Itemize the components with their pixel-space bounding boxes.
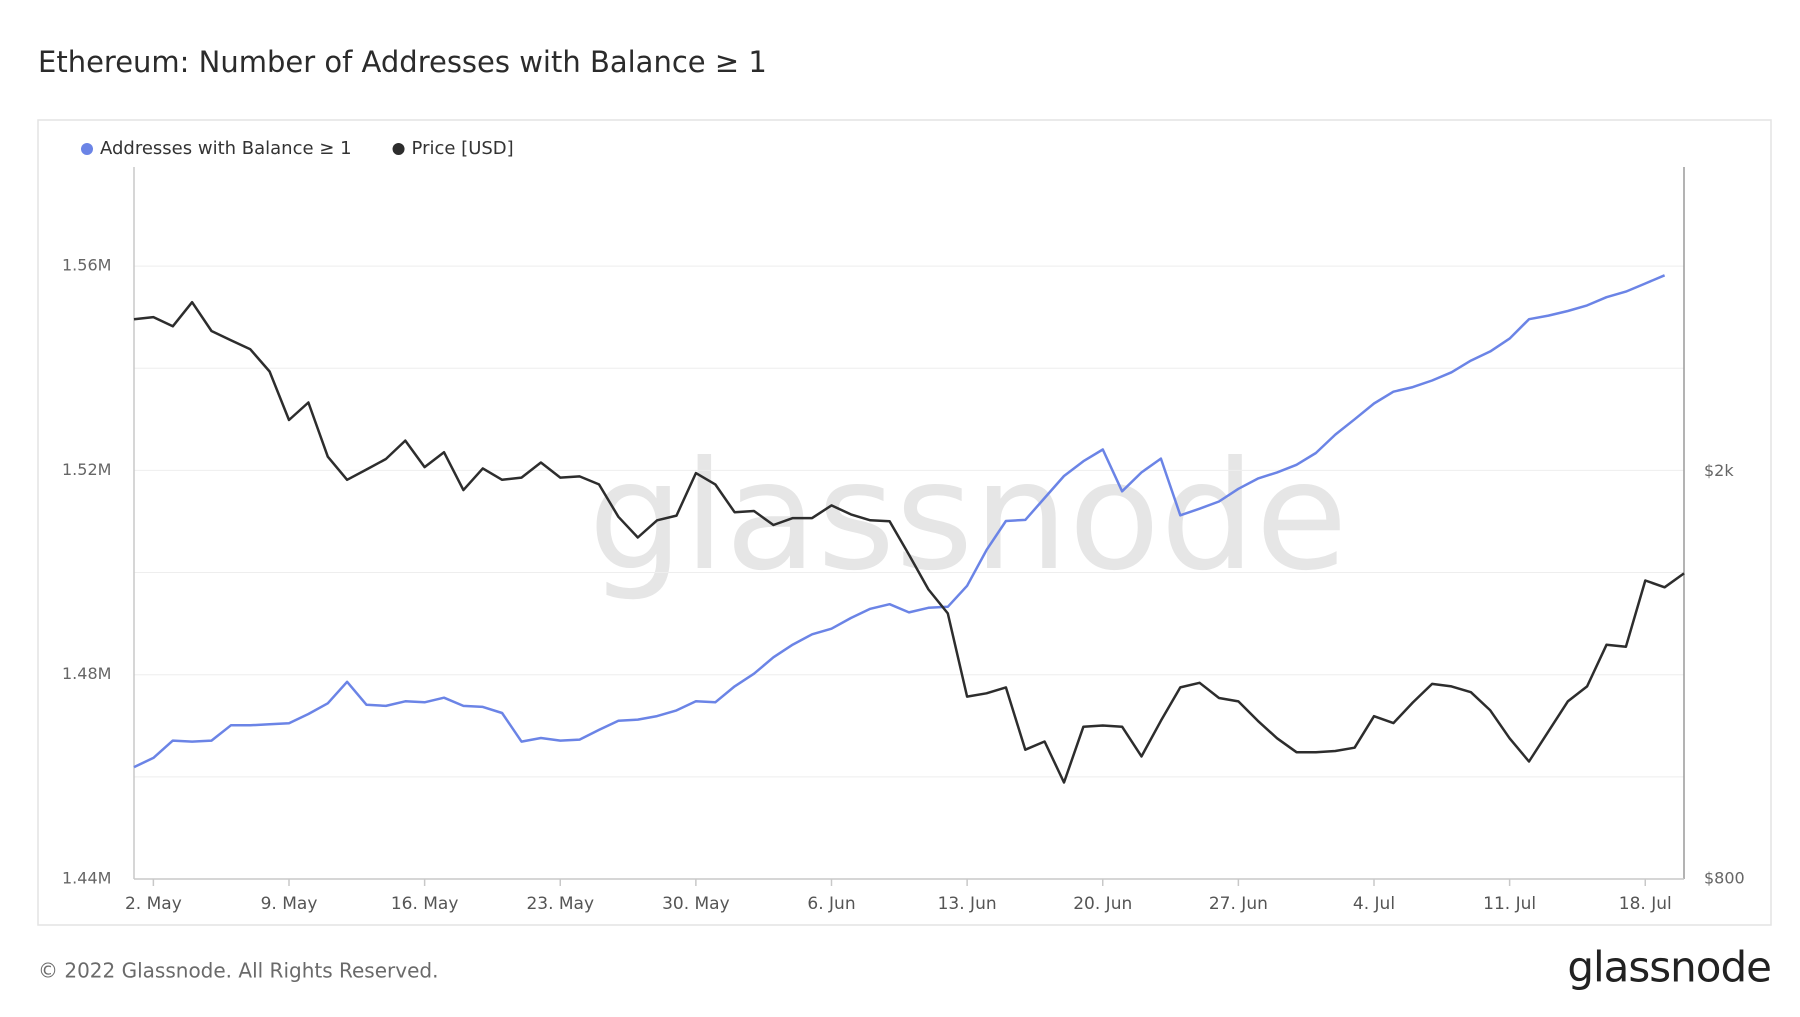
y-tick-label: 1.48M [62,664,111,683]
x-tick-label: 11. Jul [1483,894,1536,914]
y2-tick-label: $800 [1704,869,1745,888]
logo: glassnode [1567,943,1771,992]
series-line [133,274,1666,769]
x-tick-label: 4. Jul [1353,894,1395,914]
x-tick-label: 6. Jun [807,894,855,914]
x-tick-label: 27. Jun [1209,894,1268,914]
chart-frame [37,119,1772,926]
series-line [133,300,1685,784]
x-tick-label: 23. May [526,894,594,914]
chart-title: Ethereum: Number of Addresses with Balan… [38,45,767,79]
x-tick-label: 30. May [662,894,730,914]
x-tick-label: 13. Jun [938,894,997,914]
legend-label: Addresses with Balance ≥ 1 [100,138,352,159]
legend-marker [81,143,93,155]
y-tick-label: 1.52M [62,460,111,479]
x-tick-label: 18. Jul [1619,894,1672,914]
y-tick-label: 1.56M [62,256,111,275]
x-tick-label: 16. May [391,894,459,914]
x-tick-label: 20. Jun [1073,894,1132,914]
legend-marker [392,143,405,155]
x-tick-label: 9. May [261,894,318,914]
legend-label: Price [USD] [412,138,514,159]
y-tick-label: 1.44M [62,869,111,888]
x-tick-label: 2. May [125,894,182,914]
watermark: glassnode [588,430,1347,604]
copyright: © 2022 Glassnode. All Rights Reserved. [38,959,438,983]
y2-tick-label: $2k [1704,461,1734,480]
